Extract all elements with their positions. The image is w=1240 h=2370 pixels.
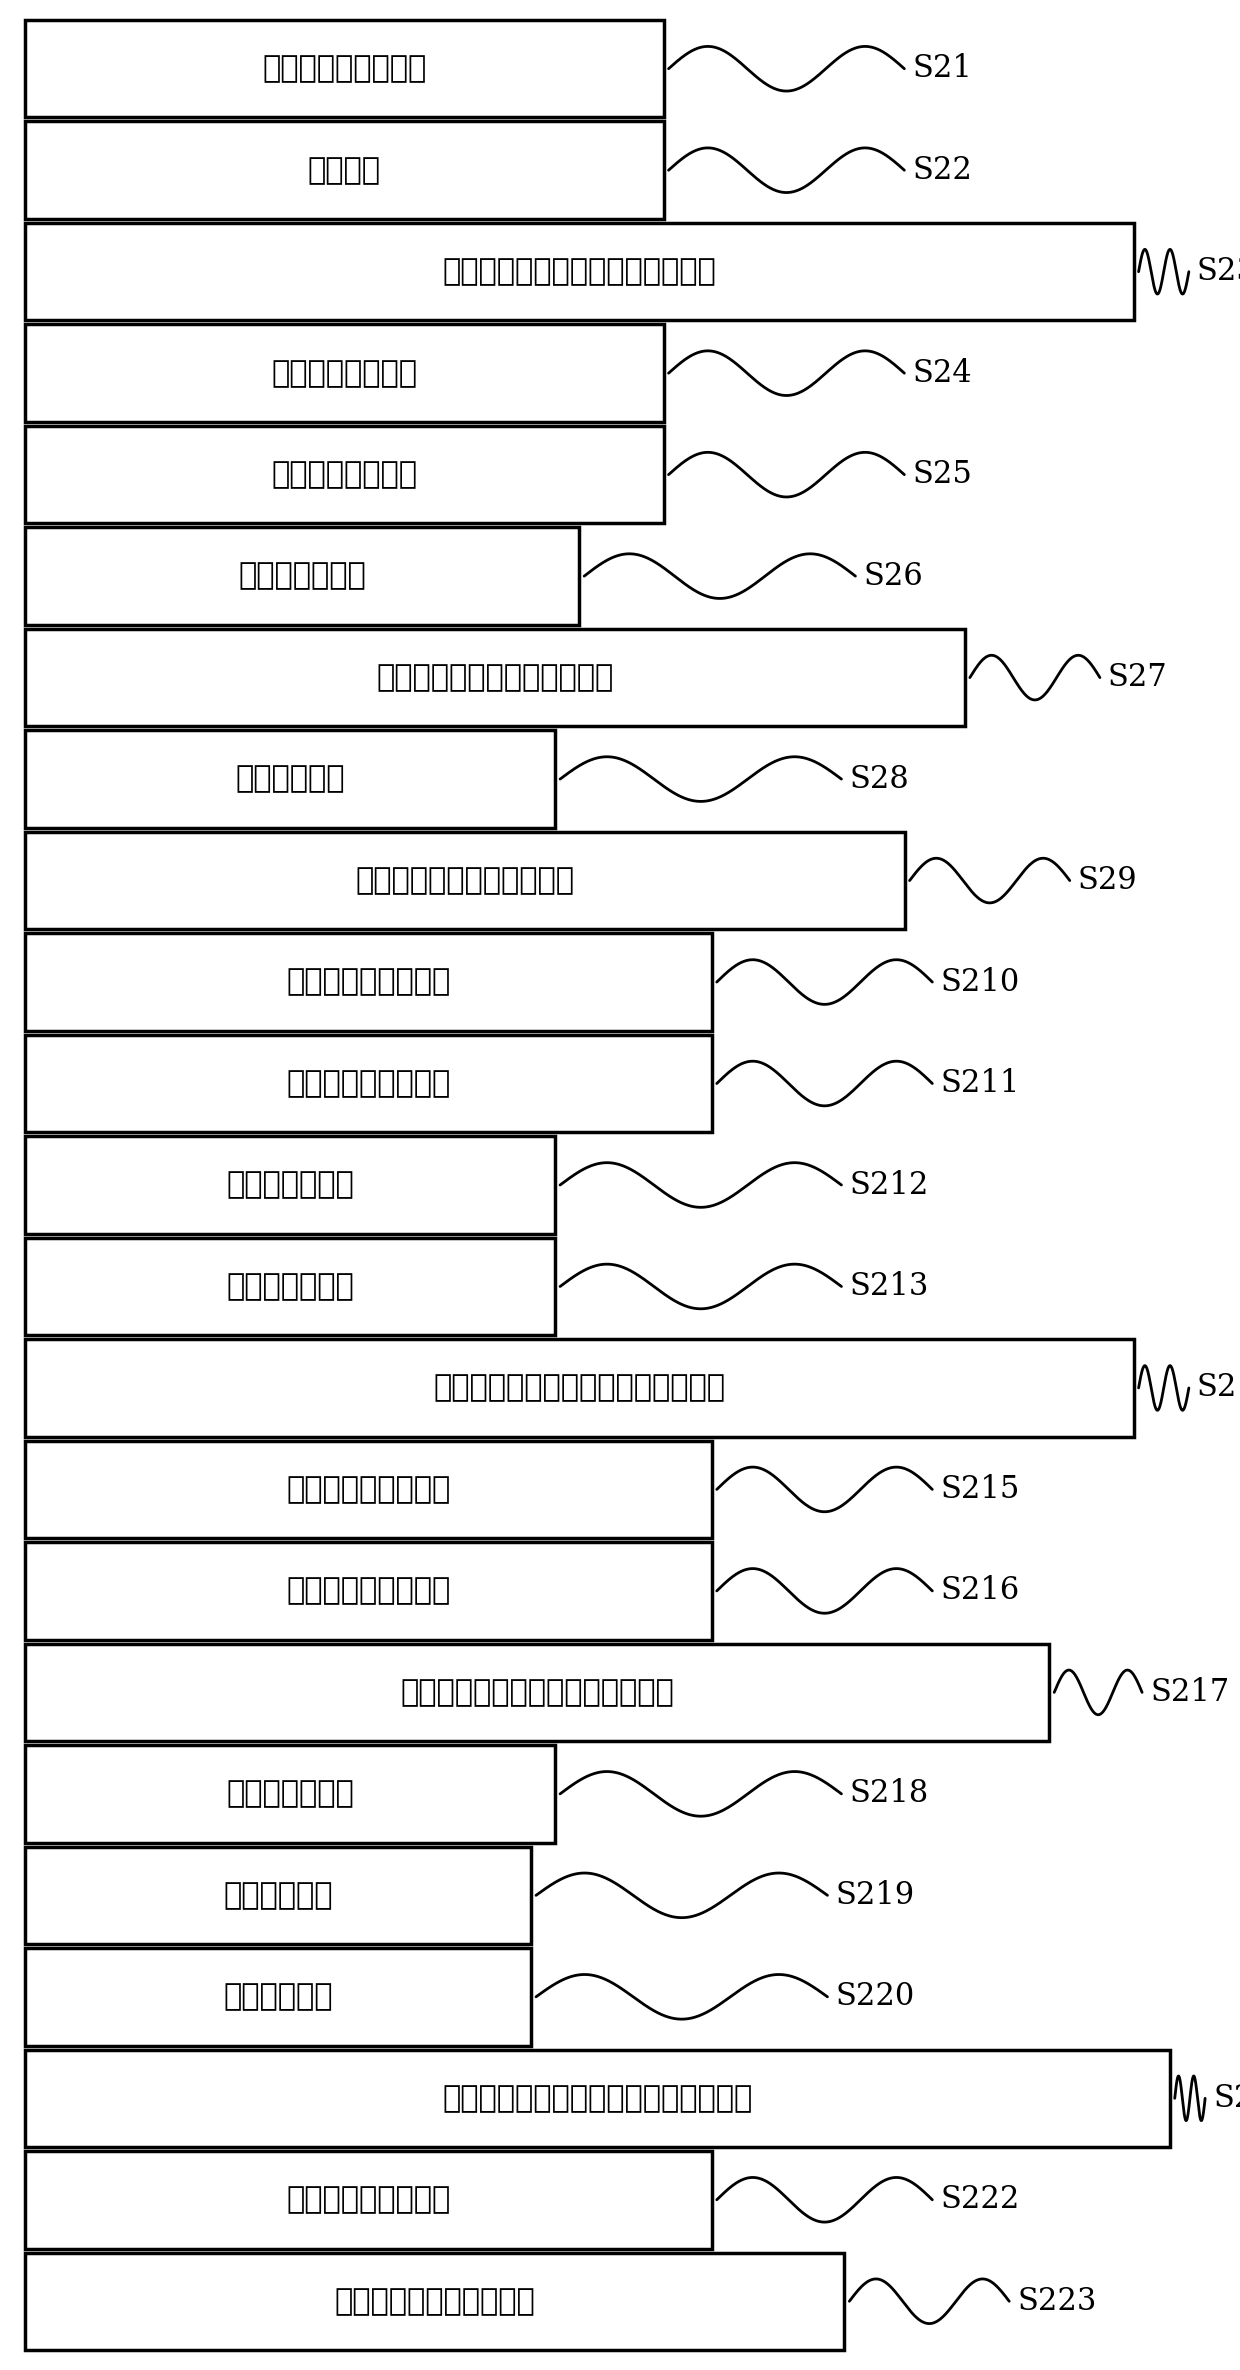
Bar [25, 325, 663, 422]
Bar [25, 1645, 1049, 1742]
Text: 生成所有齿槽: 生成所有齿槽 [223, 1981, 332, 2012]
Text: S21: S21 [913, 52, 972, 85]
Bar [25, 223, 1133, 320]
Text: S217: S217 [1151, 1678, 1229, 1709]
Bar [25, 2152, 712, 2249]
Text: S220: S220 [836, 1981, 915, 2012]
Text: S25: S25 [913, 460, 972, 491]
Text: S215: S215 [940, 1474, 1019, 1505]
Text: 创建齿轮螺旋线: 创建齿轮螺旋线 [238, 562, 366, 590]
Bar [25, 1036, 712, 1133]
Text: S221: S221 [1213, 2083, 1240, 2114]
Bar [25, 1339, 1133, 1436]
Bar [25, 529, 579, 626]
Text: S216: S216 [940, 1576, 1019, 1607]
Bar [25, 121, 663, 218]
Bar [25, 730, 556, 827]
Bar [25, 832, 905, 929]
Text: S28: S28 [849, 763, 909, 794]
Bar [25, 1744, 556, 1841]
Bar [25, 1441, 712, 1538]
Bar [25, 2252, 844, 2351]
Text: 创建第一个齿槽: 创建第一个齿槽 [226, 1780, 353, 1808]
Text: 建立齿槽轮廓: 建立齿槽轮廓 [236, 766, 345, 794]
Text: S22: S22 [913, 154, 972, 185]
Bar [25, 2050, 1169, 2147]
Text: 生成圆柱齿轮自定义特征: 生成圆柱齿轮自定义特征 [335, 2287, 534, 2315]
Text: 建立齿部右端面倒角: 建立齿部右端面倒角 [286, 1576, 450, 1604]
Text: S223: S223 [1017, 2285, 1096, 2318]
Bar [25, 1846, 531, 1943]
Text: 创建左滚刀路线平面: 创建左滚刀路线平面 [286, 967, 450, 995]
Text: 创建左滚刀路线参考坐标系: 创建左滚刀路线参考坐标系 [355, 865, 574, 896]
Text: S23: S23 [1197, 256, 1240, 287]
Bar [25, 628, 965, 725]
Text: 创建圆柱齿轮滚齿齿槽建模扫掠曲线: 创建圆柱齿轮滚齿齿槽建模扫掠曲线 [433, 1375, 725, 1403]
Bar [25, 934, 712, 1031]
Text: 创建齿槽右断开线: 创建齿槽右断开线 [272, 460, 417, 488]
Text: 创建齿根圆角: 创建齿根圆角 [223, 1882, 332, 1910]
Text: 创建左滚刀路线: 创建左滚刀路线 [226, 1171, 353, 1199]
Text: S212: S212 [849, 1168, 929, 1202]
Bar [25, 1543, 712, 1640]
Text: 参数化齿轮检验参数: 参数化齿轮检验参数 [286, 2185, 450, 2214]
Text: S211: S211 [940, 1069, 1019, 1100]
Text: S24: S24 [913, 358, 972, 389]
Text: 建立齿部左端面倒角: 建立齿部左端面倒角 [286, 1474, 450, 1505]
Text: 建立第一基础坐标系: 建立第一基础坐标系 [262, 55, 427, 83]
Text: 创建右滚刀路线平面: 创建右滚刀路线平面 [286, 1069, 450, 1097]
Text: S27: S27 [1107, 661, 1168, 692]
Bar [25, 1135, 556, 1235]
Text: S213: S213 [849, 1270, 929, 1301]
Text: 建立圆柱齿轮齿部建模参考坐标系: 建立圆柱齿轮齿部建模参考坐标系 [443, 258, 715, 287]
Text: S219: S219 [836, 1879, 915, 1910]
Text: S214: S214 [1197, 1372, 1240, 1403]
Bar [25, 19, 663, 118]
Text: 创建右滚刀路线: 创建右滚刀路线 [226, 1273, 353, 1301]
Text: 创建断开线起点延长平滑曲线: 创建断开线起点延长平滑曲线 [376, 664, 614, 692]
Bar [25, 1948, 531, 2045]
Text: 创建齿槽实体，包含滚刀退刀实体: 创建齿槽实体，包含滚刀退刀实体 [401, 1678, 673, 1706]
Text: S26: S26 [863, 562, 924, 592]
Text: S29: S29 [1078, 865, 1137, 896]
Text: 创建齿槽左断开线: 创建齿槽左断开线 [272, 358, 417, 389]
Text: 创建参数化的圆柱齿轮齿部曲线投影图: 创建参数化的圆柱齿轮齿部曲线投影图 [443, 2083, 753, 2112]
Text: S218: S218 [849, 1778, 929, 1808]
Bar [25, 1237, 556, 1334]
Bar [25, 427, 663, 524]
Text: S210: S210 [940, 967, 1019, 998]
Text: 建立齿坯: 建立齿坯 [308, 156, 381, 185]
Text: S222: S222 [940, 2185, 1019, 2216]
